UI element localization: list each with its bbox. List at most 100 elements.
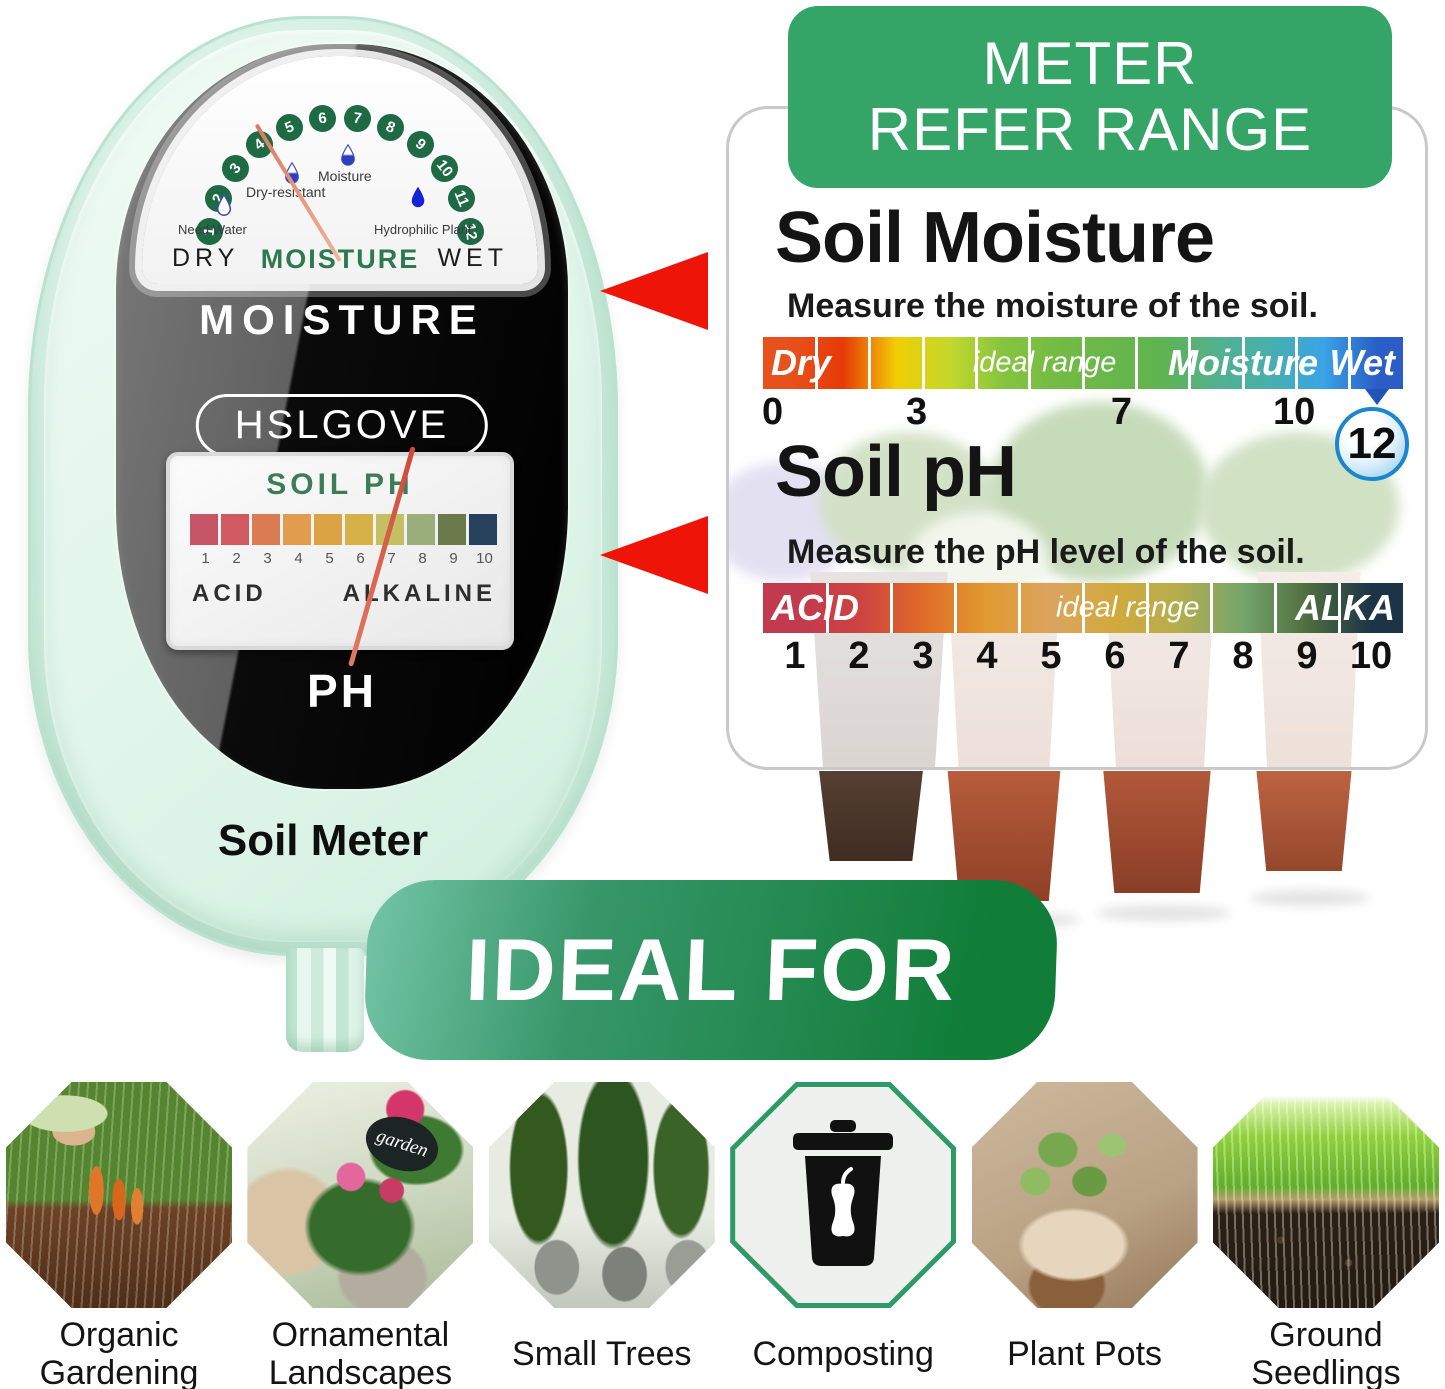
- scale-tick: 10: [1349, 635, 1393, 677]
- ph-tick: 7: [387, 550, 396, 567]
- compost-trash-icon: [793, 1120, 894, 1266]
- scale-tick: 7: [1110, 391, 1132, 433]
- scale-tick: 9: [1296, 635, 1318, 677]
- scale-label: ALKA: [1295, 587, 1395, 628]
- gauge-annotation: Moisture: [318, 168, 372, 184]
- organic-gardening-photo: [6, 1082, 232, 1308]
- use-case-tiles: Organic Gardening garden Ornamental Land…: [4, 1082, 1441, 1389]
- soil-moisture-heading: Soil Moisture: [775, 198, 1215, 278]
- soil-ph-subtitle: Measure the pH level of the soil.: [787, 533, 1305, 571]
- scale-tick: 5: [1040, 635, 1062, 677]
- water-drop-outline-icon: [216, 194, 232, 216]
- ph-chip: [438, 514, 466, 545]
- ph-chip: [469, 514, 497, 545]
- face-moisture-title: MOISTURE: [199, 296, 485, 343]
- ideal-for-text: IDEAL FOR: [463, 920, 959, 1019]
- scale-label: ideal range: [1056, 591, 1200, 624]
- ground-seedlings-photo: [1212, 1082, 1439, 1308]
- potted-plants-photo-faded: [729, 402, 1425, 767]
- ph-tick-numbers: 1 2 3 4 5 6 7 8 9 10: [190, 550, 500, 567]
- banner-line2: REFER RANGE: [867, 96, 1313, 163]
- water-drop-solid-icon: [411, 186, 425, 208]
- ph-chip: [252, 514, 280, 545]
- gauge-annotation: Need Water: [178, 222, 247, 237]
- scale-tick: 0: [762, 391, 784, 433]
- scale-tick: 6: [1104, 635, 1126, 677]
- garden-tag: garden: [358, 1107, 446, 1181]
- moisture-scale-ticks: 0 3 7 10: [762, 391, 1403, 435]
- scale-label: Dry: [771, 342, 832, 383]
- ph-tick: 4: [294, 550, 303, 567]
- moisture-scale-bar: Dry ideal range Moisture Wet: [763, 337, 1403, 389]
- soil-probe: [286, 948, 364, 1052]
- scale-tick: 2: [848, 635, 870, 677]
- refer-range-banner: METER REFER RANGE: [788, 6, 1392, 188]
- tile-caption: Composting: [752, 1334, 934, 1373]
- moisture-gauge: 1 2 3 4 5 6 7 8 9 10 11 12 Need Water Dry-resistant…: [142, 56, 538, 284]
- tile-caption: Organic Gardening: [39, 1315, 199, 1389]
- ph-tick: 2: [232, 550, 241, 567]
- gauge-annotation: Dry-resistant: [246, 184, 326, 200]
- gauge-wet-label: WET: [437, 244, 508, 272]
- tile-small-trees: Small Trees: [487, 1082, 717, 1389]
- ph-chip: [345, 514, 373, 545]
- composting-photo: [730, 1082, 957, 1308]
- scale-tick: 7: [1168, 635, 1190, 677]
- ph-tick: 8: [418, 550, 427, 567]
- ph-scale-ticks: 1 2 3 4 5 6 7 8 9 10: [763, 635, 1403, 679]
- tile-ground-seedlings: Ground Seedlings: [1211, 1082, 1441, 1389]
- scale-label: ideal range: [972, 346, 1117, 379]
- scale-tick: 4: [976, 635, 998, 677]
- gauge-annotation: Hydrophilic Plant: [374, 222, 472, 237]
- soil-meter-device: 1 2 3 4 5 6 7 8 9 10 11 12 Need Water Dry-resistant…: [28, 16, 618, 956]
- plant-pots-photo: [971, 1082, 1198, 1308]
- ph-scale-bar: ACID ideal range ALKA: [763, 583, 1403, 633]
- tile-plant-pots: Plant Pots: [970, 1082, 1200, 1389]
- scale-tick: 3: [906, 391, 928, 433]
- tile-caption: Plant Pots: [1007, 1334, 1163, 1373]
- soil-moisture-subtitle: Measure the moisture of the soil.: [787, 287, 1318, 325]
- pointer-arrow-moisture: [600, 252, 708, 330]
- scale-label: Wet: [1329, 342, 1395, 383]
- tile-composting: Composting: [728, 1082, 958, 1389]
- ph-chip: [314, 514, 342, 545]
- ph-color-chips: [190, 514, 497, 545]
- scale-tick: 3: [912, 635, 934, 677]
- ph-tick: 9: [449, 550, 458, 567]
- ph-gauge: SOIL PH 1 2 3 4 5 6 7 8 9 10 ACID ALKALINE: [166, 446, 514, 667]
- scale-label: ACID: [771, 587, 859, 628]
- ph-tick: 10: [476, 550, 493, 567]
- ph-tick: 3: [263, 550, 272, 567]
- banner-line1: METER: [982, 30, 1198, 97]
- ornamental-landscapes-photo: garden: [247, 1082, 474, 1308]
- scale-tick: 10: [1273, 391, 1316, 433]
- compost-icon-bg: [735, 1087, 952, 1303]
- ph-tick: 5: [325, 550, 334, 567]
- ph-chip: [190, 514, 218, 545]
- moisture-max-marker: 12: [1335, 407, 1409, 481]
- scale-tick: 1: [784, 635, 806, 677]
- ph-tick: 1: [201, 550, 210, 567]
- tile-ornamental-landscapes: garden Ornamental Landscapes: [245, 1082, 475, 1389]
- ph-tick: 6: [356, 550, 365, 567]
- tile-caption: Ornamental Landscapes: [268, 1315, 453, 1389]
- marker-pointer: [1365, 389, 1389, 405]
- ph-chip: [407, 514, 435, 545]
- small-trees-photo: [488, 1082, 715, 1308]
- tile-organic-gardening: Organic Gardening: [4, 1082, 234, 1389]
- brand-badge: HSLGOVE: [195, 394, 489, 457]
- ph-acid-label: ACID: [192, 580, 267, 607]
- ph-gauge-title: SOIL PH: [266, 468, 414, 501]
- meter-refer-range-panel: Soil Moisture Measure the moisture of th…: [726, 106, 1428, 770]
- scale-tick: 8: [1232, 635, 1254, 677]
- scale-label: Moisture: [1167, 342, 1319, 383]
- tile-caption: Ground Seedlings: [1251, 1315, 1401, 1389]
- ph-chip: [221, 514, 249, 545]
- tile-caption: Small Trees: [512, 1334, 692, 1373]
- soil-ph-heading: Soil pH: [775, 432, 1017, 512]
- face-ph-title: PH: [307, 665, 377, 717]
- device-face: 1 2 3 4 5 6 7 8 9 10 11 12 Need Water Dry-resistant…: [116, 44, 568, 789]
- ideal-for-banner: IDEAL FOR: [362, 880, 1060, 1060]
- product-name-label: Soil Meter: [217, 816, 429, 865]
